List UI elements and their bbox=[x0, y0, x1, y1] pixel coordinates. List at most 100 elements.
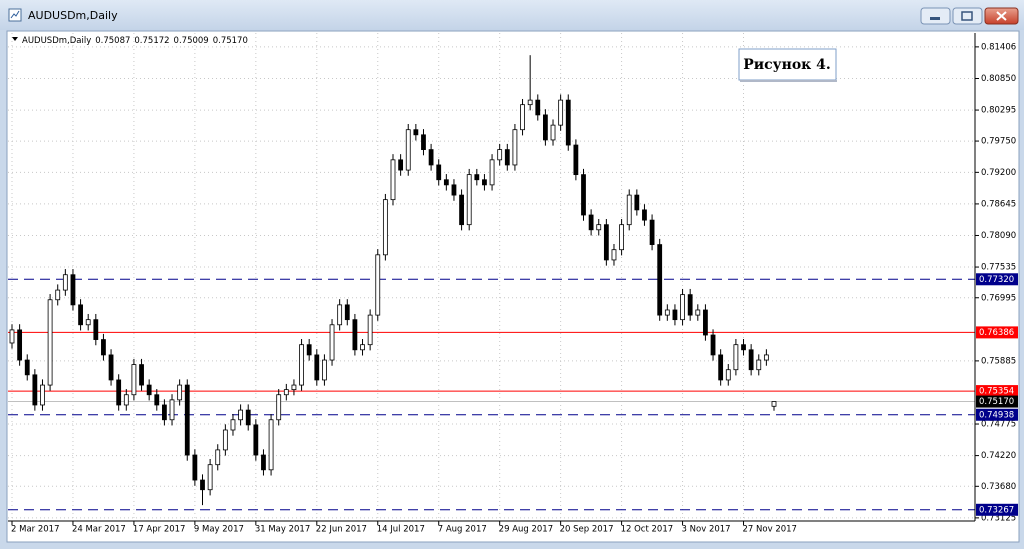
candle-body bbox=[596, 224, 602, 231]
x-tick-label: 20 Sep 2017 bbox=[560, 525, 614, 535]
candle-body bbox=[139, 364, 144, 386]
candle-body bbox=[329, 324, 335, 361]
minimize-button[interactable] bbox=[920, 7, 951, 25]
candle-body bbox=[154, 394, 160, 406]
candle-body bbox=[85, 319, 91, 326]
level-label-box bbox=[976, 395, 1018, 408]
candle-body bbox=[504, 149, 510, 166]
candle-body bbox=[32, 374, 38, 406]
x-tick-label: 9 May 2017 bbox=[194, 525, 244, 535]
candle-body bbox=[573, 144, 579, 176]
candle-body bbox=[428, 149, 434, 166]
candle-body bbox=[70, 274, 76, 306]
candle-body bbox=[337, 304, 343, 326]
candle-body bbox=[482, 179, 487, 186]
candle-body bbox=[306, 344, 312, 356]
y-tick-label: 0.74220 bbox=[981, 451, 1016, 461]
x-tick-label: 7 Aug 2017 bbox=[438, 525, 487, 535]
candle-body bbox=[238, 409, 244, 421]
candle-body bbox=[436, 164, 442, 181]
candle-body bbox=[78, 304, 83, 326]
x-tick-label: 31 May 2017 bbox=[255, 525, 310, 535]
candle-body bbox=[268, 419, 274, 471]
y-tick-label: 0.79750 bbox=[981, 137, 1016, 147]
y-tick-label: 0.78090 bbox=[981, 231, 1016, 241]
candle-body bbox=[352, 319, 358, 351]
x-tick-label: 3 Nov 2017 bbox=[682, 525, 731, 535]
x-tick-label: 17 Apr 2017 bbox=[133, 525, 186, 535]
restore-glyph bbox=[961, 11, 973, 21]
candle-body bbox=[763, 354, 769, 361]
candle-body bbox=[367, 314, 373, 346]
candle-body bbox=[382, 199, 388, 256]
candle-body bbox=[169, 399, 175, 421]
x-tick-label: 14 Jul 2017 bbox=[377, 525, 425, 535]
level-label-box bbox=[976, 408, 1018, 421]
candle-body bbox=[116, 379, 122, 406]
candle-body bbox=[657, 244, 663, 316]
candle-body bbox=[108, 354, 114, 381]
candle-body bbox=[680, 294, 685, 321]
candle-body bbox=[299, 344, 304, 386]
candle-body bbox=[581, 174, 586, 216]
candle-body bbox=[131, 364, 137, 396]
info-value: 0.75172 bbox=[134, 36, 169, 46]
y-tick-label: 0.78645 bbox=[981, 199, 1016, 209]
candle-body bbox=[375, 254, 381, 316]
level-label: 0.75170 bbox=[979, 397, 1014, 407]
level-label: 0.74938 bbox=[979, 410, 1014, 420]
candle-body bbox=[703, 309, 708, 336]
restore-button[interactable] bbox=[952, 7, 983, 25]
window-title: AUDUSDm,Daily bbox=[28, 9, 118, 22]
candle-body bbox=[451, 184, 457, 196]
candle-body bbox=[291, 384, 297, 391]
candle-body bbox=[695, 309, 701, 316]
y-tick-label: 0.79200 bbox=[981, 168, 1016, 178]
candle-body bbox=[543, 114, 548, 141]
candle-body bbox=[710, 334, 716, 356]
window-icon-graph bbox=[10, 10, 20, 19]
candle-body bbox=[9, 329, 15, 344]
candle-body bbox=[344, 304, 350, 321]
candle-body bbox=[535, 99, 541, 116]
y-tick-label: 0.80850 bbox=[981, 74, 1016, 84]
info-arrow bbox=[12, 37, 18, 41]
candle-body bbox=[283, 389, 289, 396]
candle-body bbox=[314, 354, 320, 381]
info-value: 0.75170 bbox=[213, 36, 248, 46]
info-value: 0.75009 bbox=[174, 36, 209, 46]
candle-body bbox=[17, 329, 23, 361]
candle-body bbox=[192, 454, 198, 481]
candle-body bbox=[771, 401, 777, 407]
candle-body bbox=[474, 174, 480, 181]
x-tick-label: 27 Nov 2017 bbox=[743, 525, 797, 535]
info-symbol: AUDUSDm,Daily bbox=[22, 36, 91, 46]
annotation: Рисунок 4. bbox=[743, 57, 831, 73]
candle-body bbox=[611, 249, 617, 261]
plot bbox=[8, 33, 975, 521]
candle-body bbox=[200, 479, 205, 491]
candle-body bbox=[756, 359, 762, 371]
y-tick-label: 0.80295 bbox=[981, 106, 1016, 116]
annotation-box bbox=[738, 48, 837, 81]
candle-body bbox=[360, 344, 365, 351]
candle-body bbox=[489, 159, 495, 186]
y-tick-label: 0.73125 bbox=[981, 513, 1016, 523]
candle-body bbox=[62, 274, 68, 291]
candle-body bbox=[733, 344, 739, 371]
candle-body bbox=[413, 129, 419, 136]
candle-body bbox=[222, 429, 228, 451]
candle-body bbox=[642, 209, 647, 221]
candle-body bbox=[390, 159, 396, 201]
candle-body bbox=[405, 129, 411, 171]
level-label-box bbox=[976, 326, 1018, 339]
x-tick-label: 12 Oct 2017 bbox=[621, 525, 674, 535]
candle-body bbox=[322, 359, 327, 381]
candle-body bbox=[459, 194, 464, 226]
candle-body bbox=[520, 104, 525, 131]
minimize-glyph bbox=[930, 17, 940, 20]
candle-body bbox=[748, 349, 754, 371]
title-bar bbox=[0, 0, 1024, 30]
level-label-box bbox=[976, 503, 1018, 516]
